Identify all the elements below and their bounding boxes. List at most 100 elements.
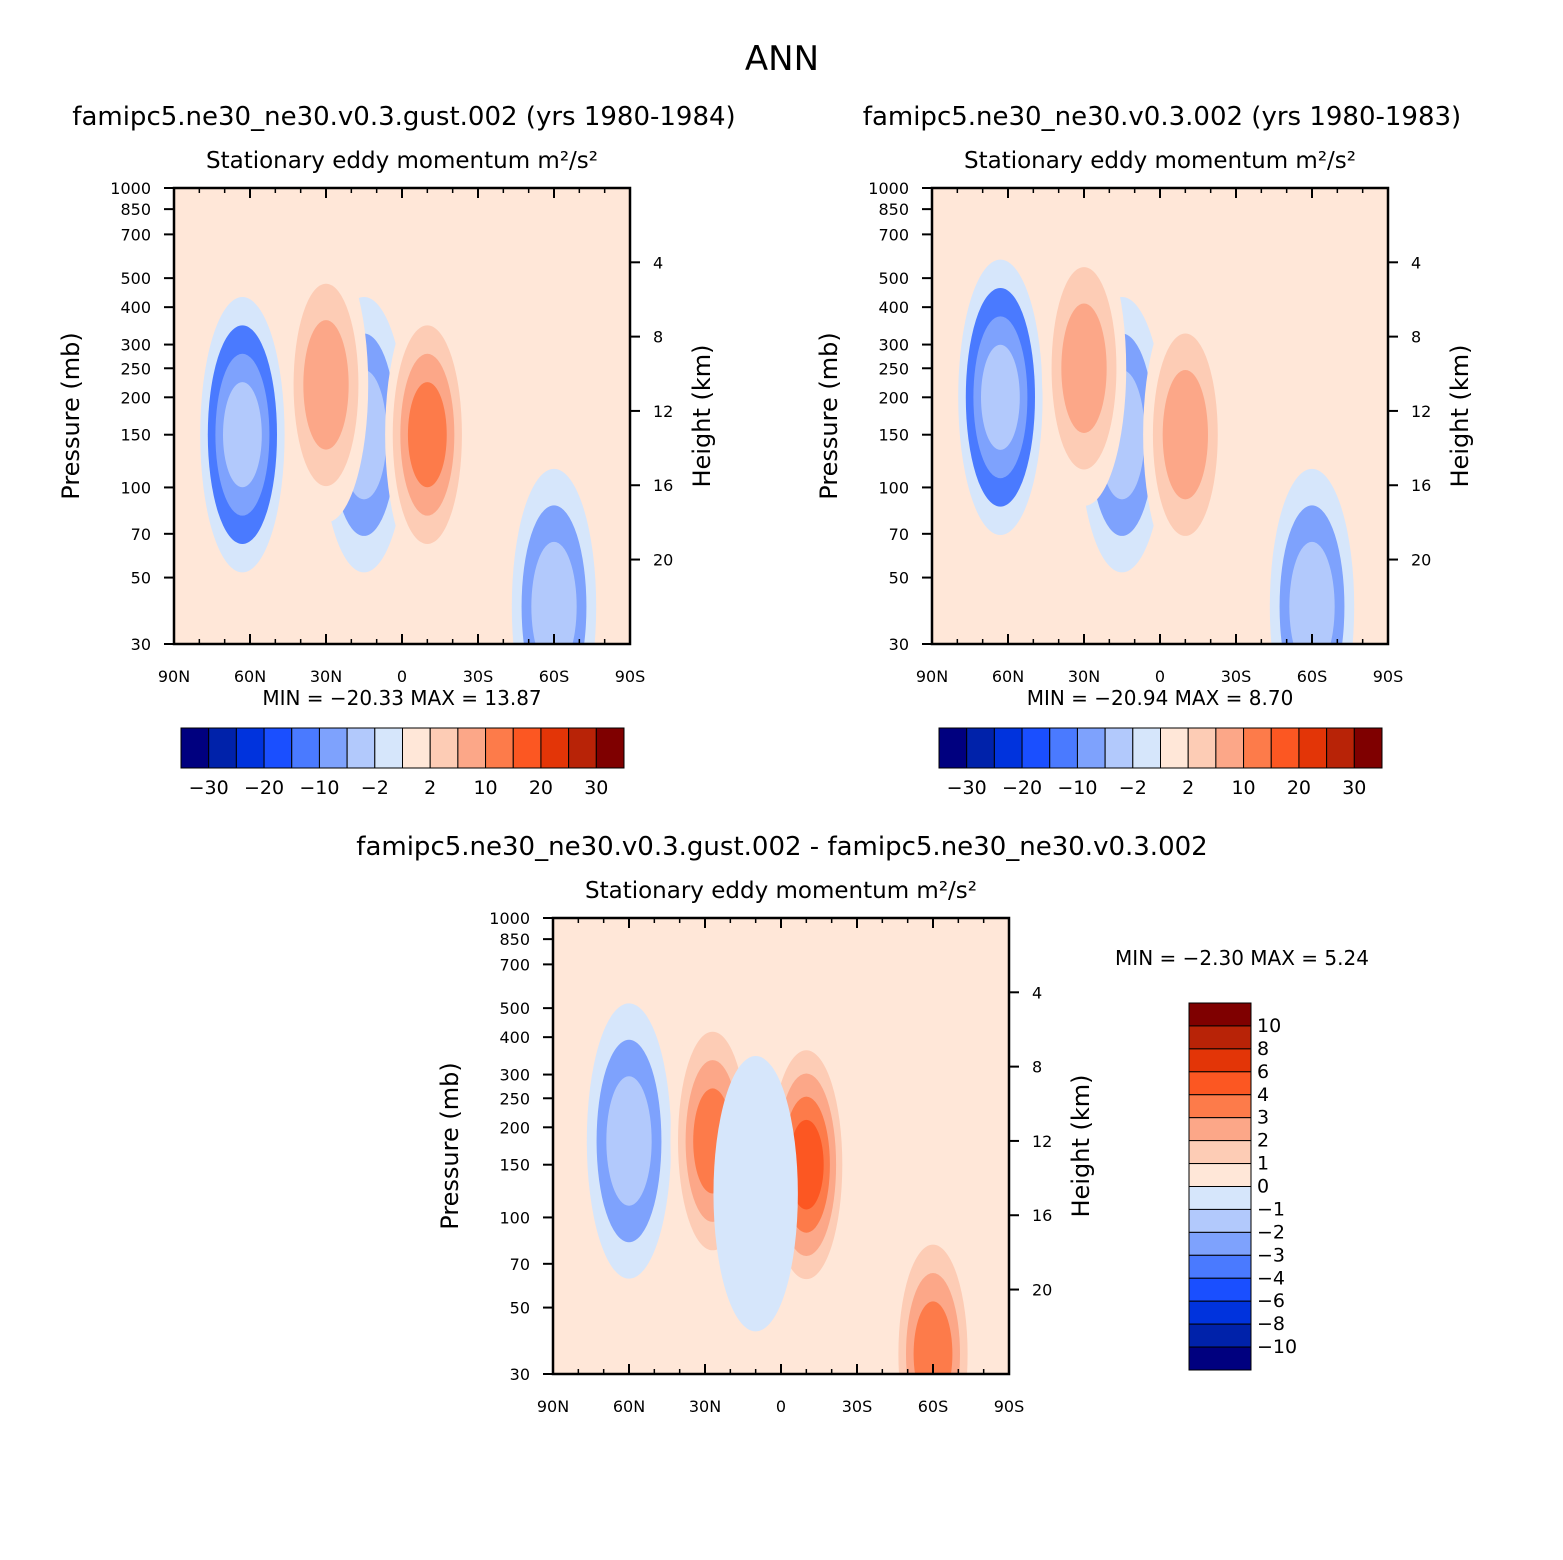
colorbar-swatch bbox=[1353, 727, 1383, 769]
colorbar: −30 −20 −10 −2 2 10 20 30 bbox=[180, 727, 625, 799]
colorbar-swatch bbox=[1160, 727, 1189, 769]
colorbar-swatch bbox=[1188, 1002, 1252, 1027]
contour-level bbox=[1162, 369, 1208, 500]
contour-level bbox=[606, 1076, 652, 1206]
colorbar-label: 6 bbox=[1257, 1061, 1269, 1083]
colorbar-swatch bbox=[1104, 727, 1134, 769]
colorbar-swatch bbox=[1132, 727, 1161, 769]
colorbar-label: 20 bbox=[1287, 777, 1311, 799]
y-tick-label: 700 bbox=[120, 225, 151, 244]
colorbar-swatch bbox=[1188, 1071, 1252, 1096]
colorbar-label: −10 bbox=[1257, 1336, 1297, 1358]
y-right-tick-label: 8 bbox=[1032, 1058, 1042, 1077]
colorbar-label: −30 bbox=[189, 777, 229, 799]
colorbar-label: −6 bbox=[1257, 1290, 1285, 1312]
colorbar-label: −10 bbox=[1057, 777, 1097, 799]
colorbar-swatch bbox=[1215, 727, 1245, 769]
y-tick-label: 50 bbox=[889, 569, 909, 588]
y-right-tick-label: 20 bbox=[1411, 551, 1431, 570]
x-tick-label: 0 bbox=[776, 1397, 786, 1416]
x-tick-label: 90N bbox=[158, 667, 190, 686]
y-tick-label: 400 bbox=[120, 298, 151, 317]
y-tick-label: 100 bbox=[120, 478, 151, 497]
colorbar-swatch bbox=[1188, 1208, 1252, 1233]
colorbar-label: −20 bbox=[1002, 777, 1042, 799]
colorbar-label: 10 bbox=[473, 777, 497, 799]
colorbar-swatch bbox=[1326, 727, 1355, 769]
colorbar-swatch bbox=[1049, 727, 1078, 769]
y-tick-label: 1000 bbox=[868, 179, 909, 198]
colorbar-swatch bbox=[1188, 1025, 1252, 1050]
contour-level bbox=[531, 541, 577, 644]
colorbar-swatch bbox=[568, 727, 597, 769]
colorbar-label: 8 bbox=[1257, 1038, 1269, 1060]
min-max-stats: MIN = −20.94 MAX = 8.70 bbox=[1027, 686, 1294, 710]
colorbar-swatch bbox=[485, 727, 514, 769]
colorbar-swatch bbox=[1021, 727, 1051, 769]
y-tick-label: 70 bbox=[510, 1255, 530, 1274]
colorbar-swatch bbox=[263, 727, 293, 769]
colorbar-swatch bbox=[595, 727, 625, 769]
y-right-tick-label: 12 bbox=[653, 402, 673, 421]
page-title: ANN bbox=[745, 39, 819, 79]
y-tick-label: 30 bbox=[889, 635, 909, 654]
colorbar-label: −2 bbox=[1257, 1221, 1285, 1243]
y-tick-label: 70 bbox=[131, 525, 151, 544]
contour-level bbox=[713, 1056, 798, 1332]
colorbar-label: −2 bbox=[1119, 777, 1147, 799]
y-tick-label: 1000 bbox=[489, 909, 530, 928]
contour-field bbox=[932, 188, 1388, 644]
x-tick-label: 90N bbox=[916, 667, 948, 686]
y-right-tick-label: 8 bbox=[653, 328, 663, 347]
colorbar-label: 2 bbox=[1257, 1130, 1269, 1152]
y-tick-label: 30 bbox=[131, 635, 151, 654]
colorbar-swatch bbox=[1188, 1277, 1252, 1302]
x-tick-label: 60N bbox=[234, 667, 266, 686]
x-tick-label: 60N bbox=[992, 667, 1024, 686]
colorbar-label: 10 bbox=[1257, 1015, 1281, 1037]
y-tick-label: 500 bbox=[499, 999, 530, 1018]
colorbar-swatch bbox=[180, 727, 210, 769]
y-tick-label: 150 bbox=[878, 426, 909, 445]
colorbar-swatch bbox=[1188, 1323, 1252, 1348]
panel-difference: famipc5.ne30_ne30.v0.3.gust.002 - famipc… bbox=[356, 832, 1369, 1416]
colorbar-swatch bbox=[291, 727, 320, 769]
colorbar-label: −1 bbox=[1257, 1198, 1285, 1220]
colorbar-swatch bbox=[1188, 1186, 1252, 1210]
y-tick-label: 250 bbox=[878, 359, 909, 378]
contour-level bbox=[223, 382, 262, 488]
colorbar-swatch bbox=[993, 727, 1023, 769]
y-axis-right-label: Height (km) bbox=[1446, 345, 1474, 488]
colorbar-label: 0 bbox=[1257, 1176, 1269, 1198]
y-axis-label: Pressure (mb) bbox=[815, 332, 843, 499]
y-axis-right-label: Height (km) bbox=[688, 345, 716, 488]
colorbar-swatch bbox=[1188, 1094, 1252, 1119]
x-tick-label: 90S bbox=[994, 1397, 1025, 1416]
panel-subtitle: Stationary eddy momentum m²/s² bbox=[585, 878, 977, 904]
colorbar-label: 30 bbox=[584, 777, 608, 799]
y-tick-label: 300 bbox=[120, 336, 151, 355]
y-tick-label: 300 bbox=[499, 1066, 530, 1085]
y-tick-label: 700 bbox=[878, 225, 909, 244]
y-tick-label: 850 bbox=[499, 930, 530, 949]
y-tick-label: 250 bbox=[120, 359, 151, 378]
y-tick-label: 30 bbox=[510, 1365, 530, 1384]
y-right-tick-label: 4 bbox=[1032, 983, 1042, 1002]
contour-level bbox=[407, 382, 447, 488]
x-tick-label: 60S bbox=[539, 667, 570, 686]
colorbar-label: 1 bbox=[1257, 1153, 1269, 1175]
contour-field bbox=[174, 188, 630, 644]
y-tick-label: 200 bbox=[120, 388, 151, 407]
y-tick-label: 150 bbox=[499, 1156, 530, 1175]
colorbar-label: 4 bbox=[1257, 1084, 1269, 1106]
colorbar-swatch bbox=[1243, 727, 1272, 769]
y-tick-label: 1000 bbox=[110, 179, 151, 198]
y-right-tick-label: 4 bbox=[653, 253, 663, 272]
colorbar-swatch bbox=[1188, 1231, 1252, 1256]
x-tick-label: 30N bbox=[1068, 667, 1100, 686]
y-right-tick-label: 16 bbox=[1411, 476, 1431, 495]
y-tick-label: 100 bbox=[499, 1208, 530, 1227]
y-tick-label: 250 bbox=[499, 1089, 530, 1108]
y-right-tick-label: 8 bbox=[1411, 328, 1421, 347]
colorbar-swatch bbox=[1298, 727, 1328, 769]
